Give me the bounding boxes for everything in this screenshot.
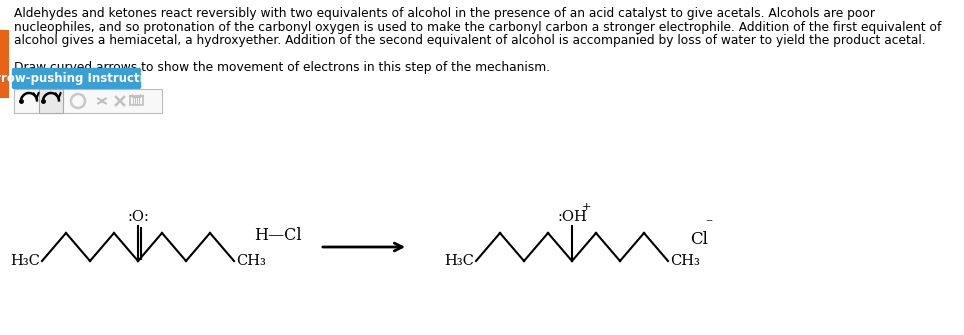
Text: alcohol gives a hemiacetal, a hydroxyether. Addition of the second equivalent of: alcohol gives a hemiacetal, a hydroxyeth…: [14, 34, 925, 47]
Text: Draw curved arrows to show the movement of electrons in this step of the mechani: Draw curved arrows to show the movement …: [14, 61, 550, 74]
Text: H₃C: H₃C: [444, 254, 474, 268]
Text: H—Cl: H—Cl: [254, 226, 302, 244]
Text: :O:: :O:: [127, 210, 148, 224]
Bar: [130, 96, 143, 105]
Text: nucleophiles, and so protonation of the carbonyl oxygen is used to make the carb: nucleophiles, and so protonation of the …: [14, 20, 942, 34]
Bar: [14, 89, 162, 113]
Text: Arrow-pushing Instructions: Arrow-pushing Instructions: [0, 72, 167, 85]
Bar: [0, 30, 9, 98]
Text: CH₃: CH₃: [670, 254, 700, 268]
Text: +: +: [582, 202, 591, 212]
Text: Aldehydes and ketones react reversibly with two equivalents of alcohol in the pr: Aldehydes and ketones react reversibly w…: [14, 7, 875, 20]
FancyBboxPatch shape: [13, 68, 141, 88]
Text: CH₃: CH₃: [236, 254, 266, 268]
Text: ⁻: ⁻: [705, 217, 712, 231]
Text: H₃C: H₃C: [11, 254, 40, 268]
Text: :OH: :OH: [557, 210, 587, 224]
Text: Cl: Cl: [690, 231, 708, 249]
Bar: [39, 89, 63, 113]
